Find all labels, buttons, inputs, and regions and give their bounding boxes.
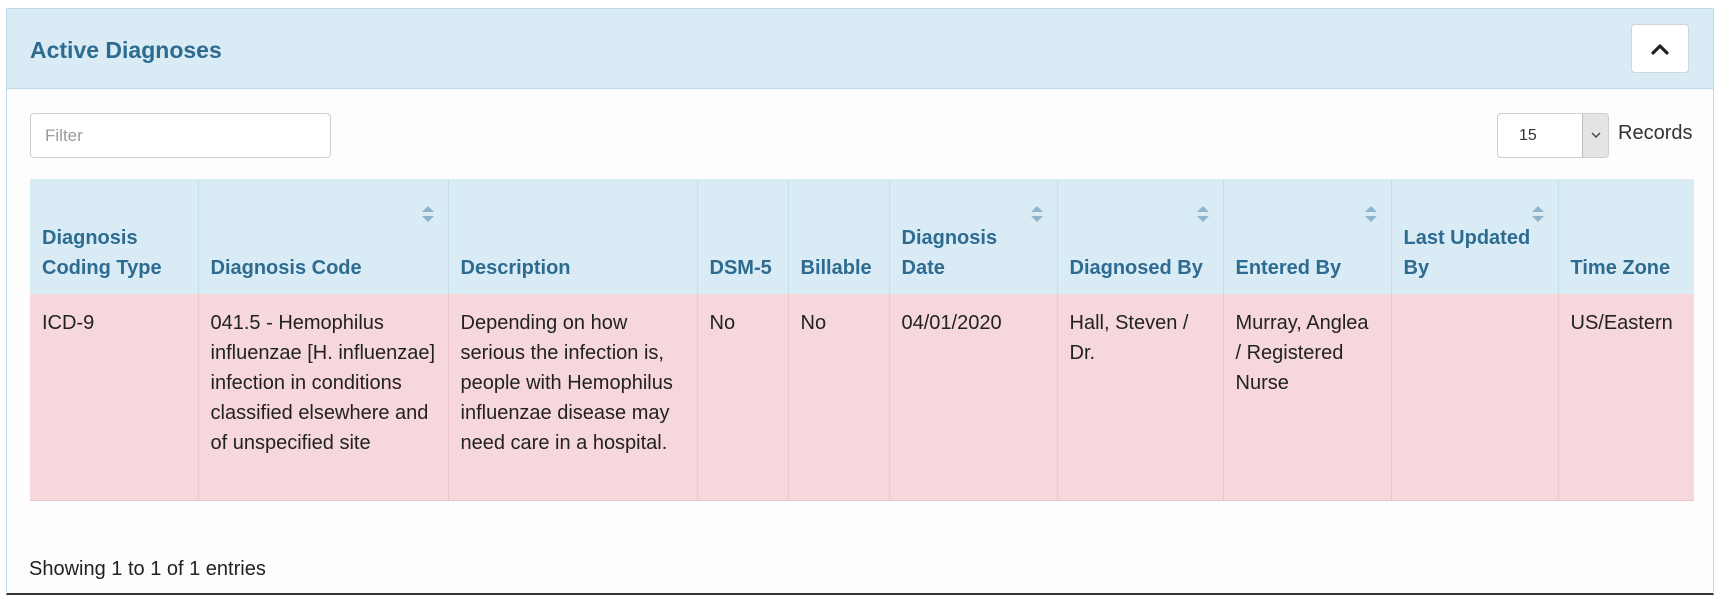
column-header-label: Last Updated By	[1403, 227, 1531, 279]
column-header-last-updated-by[interactable]: Last Updated By	[1391, 179, 1559, 294]
records-label: Records	[1618, 122, 1693, 144]
chevron-down-icon	[1591, 132, 1600, 138]
column-header-description[interactable]: Description	[448, 179, 698, 294]
panel-title: Active Diagnoses	[30, 37, 222, 63]
sort-icon[interactable]	[1195, 203, 1211, 225]
sort-icon[interactable]	[420, 203, 436, 225]
collapse-button[interactable]	[1631, 24, 1689, 73]
cell-last-updated-by	[1391, 294, 1559, 501]
cell-billable: No	[788, 294, 890, 501]
sort-icon[interactable]	[1530, 203, 1546, 225]
records-per-page-select[interactable]: 15	[1497, 113, 1609, 158]
table-header-row: Diagnosis Coding Type Diagnosis Code Des…	[30, 179, 1694, 294]
column-header-label: Diagnosis Date	[901, 227, 998, 279]
table-row[interactable]: ICD-9 041.5 - Hemophilus influenzae [H. …	[30, 294, 1694, 501]
cell-time-zone: US/Eastern	[1558, 294, 1694, 501]
cell-diagnosis-date: 04/01/2020	[889, 294, 1058, 501]
column-header-label: Billable	[800, 257, 872, 279]
filter-input[interactable]	[30, 113, 331, 158]
column-header-time-zone[interactable]: Time Zone	[1558, 179, 1694, 294]
cell-diagnosed-by: Hall, Steven / Dr.	[1057, 294, 1224, 501]
active-diagnoses-panel: Active Diagnoses 15 Records	[6, 8, 1714, 595]
table-info-text: Showing 1 to 1 of 1 entries	[29, 558, 266, 580]
records-per-page-value: 15	[1519, 127, 1537, 144]
chevron-up-icon	[1651, 43, 1669, 55]
sort-icon[interactable]	[1363, 203, 1379, 225]
column-header-label: Diagnosis Code	[210, 257, 362, 279]
cell-dsm-5: No	[697, 294, 789, 501]
panel-header: Active Diagnoses	[7, 9, 1713, 89]
column-header-entered-by[interactable]: Entered By	[1223, 179, 1392, 294]
diagnoses-table: Diagnosis Coding Type Diagnosis Code Des…	[30, 179, 1694, 501]
cell-diagnosis-code: 041.5 - Hemophilus influenzae [H. influe…	[198, 294, 449, 501]
column-header-label: Entered By	[1235, 257, 1342, 279]
dropdown-arrow[interactable]	[1582, 114, 1608, 157]
column-header-label: DSM-5	[709, 257, 772, 279]
column-header-label: Time Zone	[1570, 257, 1671, 279]
column-header-dsm-5[interactable]: DSM-5	[697, 179, 789, 294]
sort-icon[interactable]	[1029, 203, 1045, 225]
column-header-label: Diagnosis Coding Type	[42, 227, 162, 279]
column-header-label: Diagnosed By	[1069, 257, 1203, 279]
cell-diagnosis-coding-type: ICD-9	[30, 294, 199, 501]
column-header-diagnosis-code[interactable]: Diagnosis Code	[198, 179, 449, 294]
cell-entered-by: Murray, Anglea / Registered Nurse	[1223, 294, 1392, 501]
column-header-diagnosed-by[interactable]: Diagnosed By	[1057, 179, 1224, 294]
cell-description: Depending on how serious the infection i…	[448, 294, 698, 501]
column-header-label: Description	[460, 257, 571, 279]
column-header-diagnosis-date[interactable]: Diagnosis Date	[889, 179, 1058, 294]
column-header-diagnosis-coding-type[interactable]: Diagnosis Coding Type	[30, 179, 199, 294]
column-header-billable[interactable]: Billable	[788, 179, 890, 294]
